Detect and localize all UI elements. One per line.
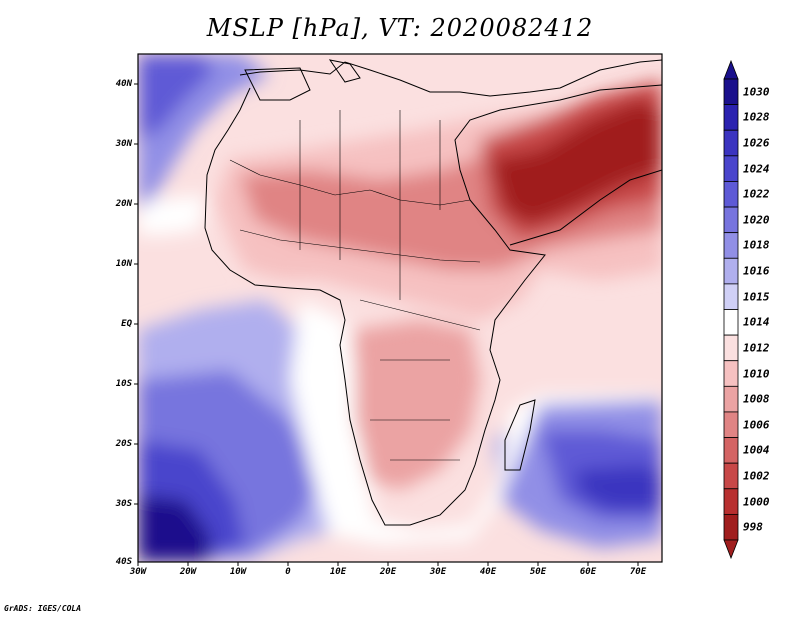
arabia-coast: [509, 169, 662, 246]
lat-label-30n: 30N: [115, 139, 132, 149]
colorbar-segment: [723, 513, 739, 541]
colorbar-level-label: 1030: [743, 85, 770, 99]
lat-label-eq: EQ: [121, 319, 132, 329]
colorbar-segment: [723, 155, 739, 182]
lon-label-20e: 20E: [379, 567, 397, 577]
borders: [229, 110, 481, 461]
coastlines: [204, 59, 662, 526]
colorbar-level-label: 1008: [743, 392, 770, 406]
border-central-south: [359, 299, 481, 461]
lon-label-10w: 10W: [229, 567, 247, 577]
lon-label-50e: 50E: [529, 567, 547, 577]
lat-label-30s: 30S: [115, 499, 132, 509]
colorbar-level-label: 1024: [743, 162, 770, 176]
africa-coast: [204, 84, 662, 526]
colorbar-level-label: 1000: [743, 495, 770, 509]
colorbar-level-label: 1018: [743, 238, 770, 252]
low-arabia-core: [490, 100, 662, 225]
colorbar-segment: [723, 257, 739, 285]
colorbar-segment: [723, 181, 739, 208]
madagascar: [504, 399, 536, 471]
credit-text: GrADS: IGES/COLA: [4, 604, 82, 613]
colorbar-segment: [723, 78, 739, 106]
lon-label-60e: 60E: [579, 567, 597, 577]
lon-label-40e: 40E: [479, 567, 497, 577]
nw-light-band: [138, 195, 205, 235]
colorbar-segment: [723, 104, 739, 131]
colorbar-segment: [723, 129, 739, 157]
lon-label-30e: 30E: [429, 567, 447, 577]
colorbar-segment: [723, 437, 739, 464]
map-title: MSLP [hPa], VT: 2020082412: [206, 14, 594, 42]
lat-label-10s: 10S: [115, 379, 132, 389]
atlantic-high-north-core: [138, 54, 215, 140]
colorbar-level-label: 1020: [743, 213, 770, 227]
lon-label-30w: 30W: [129, 567, 147, 577]
colorbar-segment: [723, 309, 739, 336]
north-coast: [239, 59, 662, 97]
colorbar-level-label: 1028: [743, 110, 770, 124]
colorbar: [723, 59, 739, 560]
colorbar-segment: [723, 232, 739, 259]
lat-label-40n: 40N: [115, 79, 132, 89]
colorbar-segment: [723, 488, 739, 515]
southern-africa-low: [355, 320, 480, 490]
colorbar-level-label: 1004: [743, 443, 770, 457]
border-sahel-north: [229, 159, 471, 206]
colorbar-segment: [723, 283, 739, 310]
colorbar-segment: [723, 462, 739, 490]
ticks: [134, 83, 639, 566]
lat-label-20n: 20N: [115, 199, 132, 209]
lon-label-10e: 10E: [329, 567, 347, 577]
lat-label-20s: 20S: [115, 439, 132, 449]
colorbar-bottom-arrow: [723, 539, 739, 560]
colorbar-segment: [723, 206, 739, 234]
indian-high-core: [575, 465, 662, 510]
south-white-zone: [290, 300, 662, 545]
lon-label-70e: 70E: [629, 567, 647, 577]
colorbar-level-label: 1002: [743, 469, 770, 483]
colorbar-level-label: 1010: [743, 367, 770, 381]
italy: [328, 59, 361, 83]
lat-label-40s: 40S: [115, 557, 132, 567]
colorbar-segment: [723, 334, 739, 362]
lat-label-10n: 10N: [115, 259, 132, 269]
pressure-field: [138, 54, 662, 562]
border-sahel-south: [239, 229, 481, 263]
border-meridians: [299, 110, 441, 300]
atlantic-high-south-core: [138, 495, 210, 562]
colorbar-level-label: 1022: [743, 187, 770, 201]
lon-label-20w: 20W: [179, 567, 197, 577]
colorbar-segment: [723, 385, 739, 413]
lon-label-0: 0: [285, 567, 291, 577]
colorbar-level-label: 1026: [743, 136, 770, 150]
colorbar-top-arrow: [723, 59, 739, 80]
colorbar-level-label: 1015: [743, 290, 770, 304]
colorbar-segment: [723, 360, 739, 387]
iberia: [244, 67, 311, 101]
colorbar-level-label: 1006: [743, 418, 770, 432]
colorbar-segment: [723, 411, 739, 438]
colorbar-level-label: 1014: [743, 315, 770, 329]
colorbar-level-label: 1012: [743, 341, 770, 355]
colorbar-level-label: 1016: [743, 264, 770, 278]
map-frame: [137, 53, 663, 563]
colorbar-level-label: 998: [743, 520, 763, 534]
